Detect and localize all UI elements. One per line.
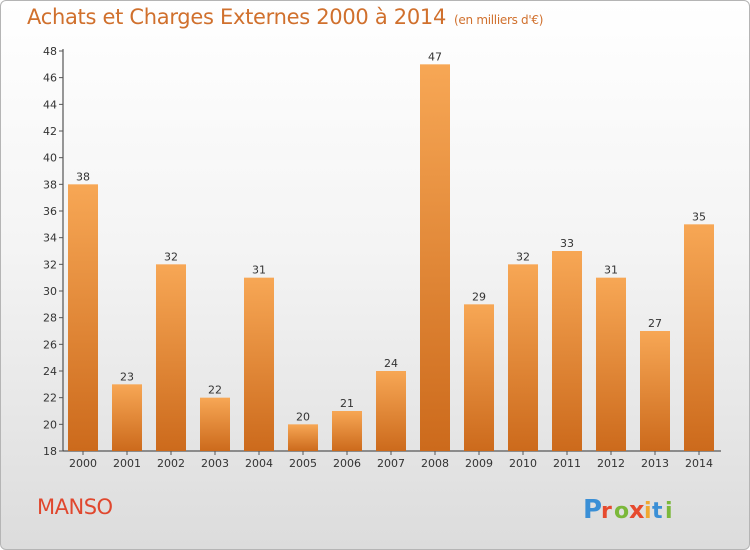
y-tick-label: 44: [43, 98, 57, 111]
y-tick-label: 42: [43, 125, 57, 138]
x-tick-label: 2012: [597, 457, 625, 470]
bar: [420, 64, 450, 452]
data-label: 31: [604, 264, 618, 277]
bar: [376, 371, 406, 451]
data-label: 32: [516, 250, 530, 263]
bar: [156, 264, 186, 451]
logo-letter-x: x: [629, 496, 645, 524]
y-tick-label: 26: [43, 338, 57, 351]
y-tick-label: 48: [43, 45, 57, 58]
logo-letter-t: t: [652, 499, 663, 524]
data-label: 21: [340, 397, 354, 410]
proxiti-logo[interactable]: P r o x i t i: [581, 487, 691, 527]
x-tick-label: 2000: [69, 457, 97, 470]
chart-title: Achats et Charges Externes 2000 à 2014 (e…: [27, 5, 543, 29]
x-tick-label: 2010: [509, 457, 537, 470]
bar: [684, 224, 714, 451]
bar: [288, 424, 318, 451]
bar: [68, 184, 98, 452]
logo-letter-r: r: [601, 499, 612, 524]
data-label: 38: [76, 170, 90, 183]
data-label: 33: [560, 237, 574, 250]
place-name: MANSO: [37, 495, 113, 519]
logo-letter-o: o: [614, 499, 629, 524]
data-label: 24: [384, 357, 398, 370]
data-label: 20: [296, 410, 310, 423]
x-tick-label: 2007: [377, 457, 405, 470]
logo-letter-p: P: [583, 495, 602, 525]
x-tick-label: 2001: [113, 457, 141, 470]
data-label: 31: [252, 264, 266, 277]
logo-letter-i: i: [644, 499, 652, 524]
y-tick-label: 34: [43, 232, 57, 245]
y-tick-label: 40: [43, 152, 57, 165]
data-label: 23: [120, 370, 134, 383]
data-label: 47: [428, 50, 442, 63]
x-tick-label: 2002: [157, 457, 185, 470]
x-tick-label: 2008: [421, 457, 449, 470]
chart-subtitle: (en milliers d'€): [454, 13, 544, 27]
y-tick-label: 22: [43, 392, 57, 405]
x-tick-label: 2014: [685, 457, 713, 470]
y-tick-label: 46: [43, 72, 57, 85]
y-tick-label: 38: [43, 178, 57, 191]
bar: [508, 264, 538, 451]
x-tick-label: 2005: [289, 457, 317, 470]
x-tick-label: 2011: [553, 457, 581, 470]
data-label: 32: [164, 250, 178, 263]
y-tick-label: 18: [43, 445, 57, 458]
bar: [112, 384, 142, 451]
bar: [552, 251, 582, 451]
data-label: 27: [648, 317, 662, 330]
x-tick-label: 2013: [641, 457, 669, 470]
y-tick-label: 36: [43, 205, 57, 218]
x-tick-label: 2009: [465, 457, 493, 470]
y-tick-label: 20: [43, 418, 57, 431]
data-label: 35: [692, 210, 706, 223]
y-tick-label: 28: [43, 312, 57, 325]
axes: 18 20 22 24 26 28 30 32 34 36 38 40 42 44 46 48 2000 2001…: [43, 45, 721, 470]
bar: [640, 331, 670, 451]
bars: 38 23 32 22 31 20 21 24 47 29 32 33 31 27 35: [68, 50, 714, 452]
bar: [244, 277, 274, 451]
bar: [200, 397, 230, 451]
chart-title-text: Achats et Charges Externes 2000 à 2014: [27, 5, 447, 29]
data-label: 29: [472, 290, 486, 303]
bar: [464, 304, 494, 451]
logo-letter-i2: i: [665, 499, 673, 524]
bar: [596, 277, 626, 451]
y-tick-label: 30: [43, 285, 57, 298]
data-label: 22: [208, 384, 222, 397]
x-tick-label: 2003: [201, 457, 229, 470]
y-tick-label: 24: [43, 365, 57, 378]
x-tick-label: 2006: [333, 457, 361, 470]
x-tick-label: 2004: [245, 457, 273, 470]
bar: [332, 411, 362, 451]
y-tick-label: 32: [43, 258, 57, 271]
